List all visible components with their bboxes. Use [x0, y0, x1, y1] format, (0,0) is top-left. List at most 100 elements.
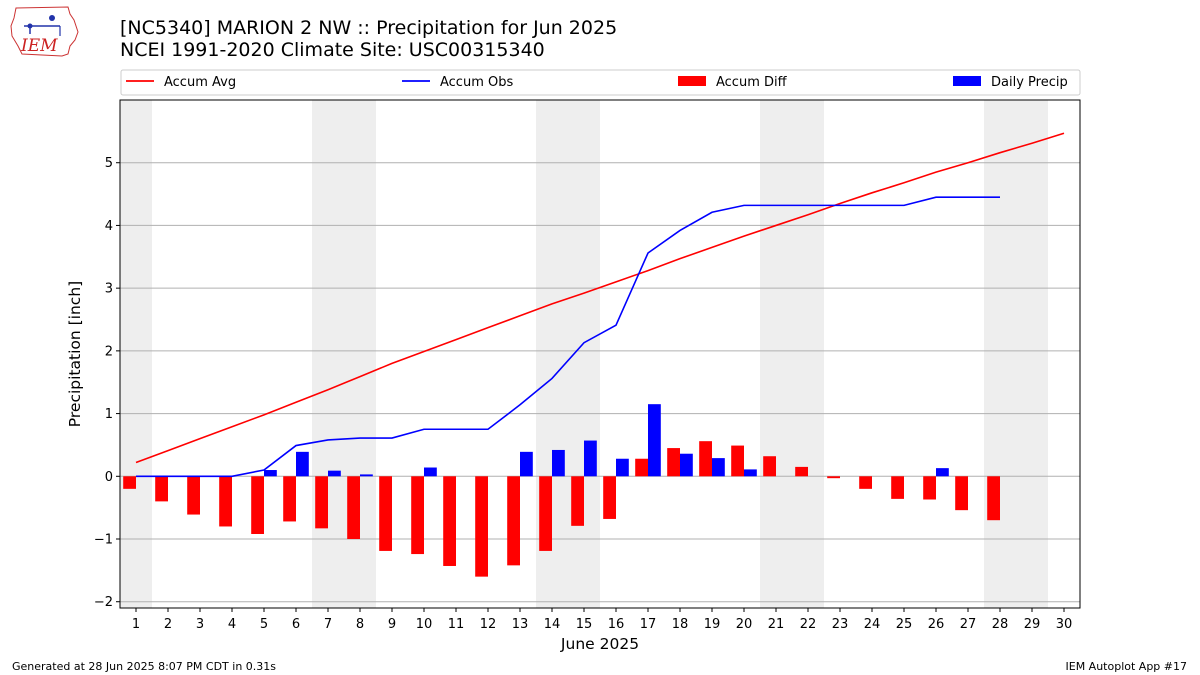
legend-label: Daily Precip — [991, 75, 1068, 90]
accum-diff-bar — [827, 476, 840, 479]
accum-diff-bar — [603, 476, 616, 519]
x-tick-label: 10 — [416, 617, 433, 632]
x-tick-label: 26 — [928, 617, 945, 632]
x-tick-label: 16 — [608, 617, 625, 632]
accum-diff-bar — [539, 476, 552, 551]
legend-label: Accum Diff — [716, 75, 788, 90]
accum-diff-bar — [635, 458, 648, 477]
daily-precip-bar — [264, 470, 277, 477]
chart-legend: Accum Avg Accum Obs Accum Diff Daily Precip — [120, 69, 1081, 96]
accum-diff-bar — [443, 476, 456, 566]
logo-text: IEM — [20, 36, 58, 56]
accum-diff-bar — [283, 476, 296, 522]
bar-series — [123, 404, 1000, 577]
x-tick-label: 5 — [260, 617, 268, 632]
legend-swatch-accum-diff — [678, 76, 706, 86]
x-tick-label: 4 — [228, 617, 236, 632]
x-tick-label: 14 — [544, 617, 561, 632]
chart-title: [NC5340] MARION 2 NW :: Precipitation fo… — [120, 17, 617, 61]
accum-diff-bar — [155, 476, 168, 502]
y-tick-label: 4 — [105, 219, 113, 234]
x-tick-label: 27 — [960, 617, 977, 632]
x-tick-label: 19 — [704, 617, 721, 632]
accum-diff-bar — [251, 476, 264, 534]
y-tick-label: 5 — [105, 156, 113, 171]
daily-precip-bar — [552, 449, 565, 477]
y-axis: −2 −1 0 1 2 3 4 5 — [94, 156, 120, 610]
x-tick-label: 17 — [640, 617, 657, 632]
accum-diff-bar — [411, 476, 424, 555]
accum-diff-bar — [699, 441, 712, 477]
y-tick-label: −1 — [94, 533, 113, 548]
plot-frame — [119, 99, 1081, 609]
y-tick-label: −2 — [94, 595, 113, 610]
accum-diff-bar — [315, 476, 328, 529]
x-tick-label: 18 — [672, 617, 689, 632]
daily-precip-bar — [328, 470, 341, 477]
y-tick-label: 1 — [105, 407, 113, 422]
accum-diff-bar — [923, 476, 936, 500]
iem-logo: IEM — [10, 6, 79, 57]
weekend-shade — [312, 100, 376, 608]
accum-diff-bar — [763, 456, 776, 477]
daily-precip-bar — [296, 451, 309, 477]
line-series — [135, 132, 1065, 478]
y-axis-label: Precipitation [inch] — [66, 281, 84, 427]
weekend-shade — [984, 100, 1048, 608]
accum-obs-line — [136, 196, 1000, 478]
weekend-shade — [120, 100, 152, 608]
accum-diff-bar — [987, 476, 1000, 521]
accum-diff-bar — [187, 476, 200, 515]
accum-diff-bar — [219, 476, 232, 527]
x-axis: 1 2 3 4 5 6 7 8 9 10 11 12 13 14 15 16 17 18 19 20 21 22 23 24 2… — [132, 608, 1072, 632]
accum-diff-bar — [731, 445, 744, 477]
x-tick-label: 3 — [196, 617, 204, 632]
y-tick-label: 3 — [105, 282, 113, 297]
x-tick-label: 2 — [164, 617, 172, 632]
accum-diff-bar — [475, 476, 488, 577]
x-tick-label: 12 — [480, 617, 497, 632]
legend-label: Accum Obs — [440, 75, 513, 90]
daily-precip-bar — [584, 440, 597, 477]
daily-precip-bar — [744, 469, 757, 477]
x-axis-label: June 2025 — [560, 635, 639, 653]
x-tick-label: 6 — [292, 617, 300, 632]
generated-note: Generated at 28 Jun 2025 8:07 PM CDT in … — [12, 660, 277, 673]
title-line1: [NC5340] MARION 2 NW :: Precipitation fo… — [120, 17, 618, 39]
daily-precip-bar — [936, 468, 949, 477]
daily-precip-bar — [360, 474, 373, 477]
y-tick-label: 2 — [105, 344, 113, 359]
x-tick-label: 30 — [1056, 617, 1073, 632]
accum-diff-bar — [347, 476, 360, 540]
x-tick-label: 15 — [576, 617, 593, 632]
x-tick-label: 20 — [736, 617, 753, 632]
title-line2: NCEI 1991-2020 Climate Site: USC00315340 — [120, 39, 545, 61]
daily-precip-bar — [616, 458, 629, 477]
x-tick-label: 8 — [356, 617, 364, 632]
y-tick-label: 0 — [105, 470, 113, 485]
x-tick-label: 25 — [896, 617, 913, 632]
accum-avg-line — [135, 132, 1065, 464]
daily-precip-bar — [424, 467, 437, 477]
accum-diff-bar — [123, 476, 136, 489]
x-tick-label: 13 — [512, 617, 529, 632]
accum-diff-bar — [571, 476, 584, 526]
daily-precip-bar — [680, 453, 693, 477]
x-tick-label: 21 — [768, 617, 785, 632]
x-tick-label: 9 — [388, 617, 396, 632]
daily-precip-bar — [520, 451, 533, 477]
accum-diff-bar — [507, 476, 520, 566]
legend-swatch-daily-precip — [953, 76, 981, 86]
accum-diff-bar — [859, 476, 872, 489]
daily-precip-bar — [712, 458, 725, 477]
accum-diff-bar — [379, 476, 392, 551]
x-tick-label: 22 — [800, 617, 817, 632]
x-tick-label: 7 — [324, 617, 332, 632]
x-tick-label: 23 — [832, 617, 849, 632]
x-tick-label: 11 — [448, 617, 465, 632]
x-tick-label: 28 — [992, 617, 1009, 632]
accum-diff-bar — [795, 466, 808, 477]
daily-precip-bar — [648, 404, 661, 477]
app-note: IEM Autoplot App #17 — [1065, 660, 1188, 673]
